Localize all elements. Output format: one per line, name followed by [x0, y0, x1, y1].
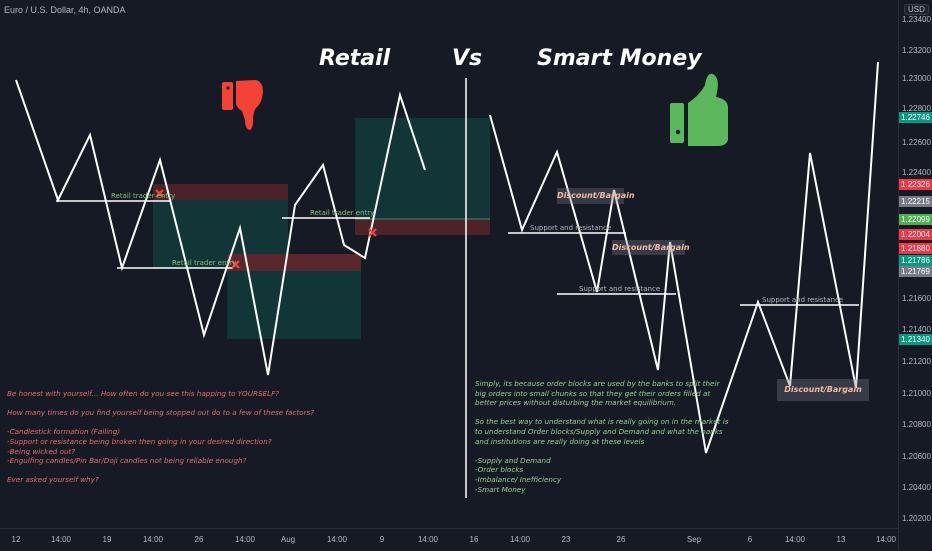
- discount-bargain-box[interactable]: Discount/Bargain: [612, 240, 690, 255]
- time-tick: 14:00: [875, 535, 897, 544]
- time-tick: 14:00: [784, 535, 806, 544]
- thumbs-up-icon: [670, 73, 728, 146]
- time-tick: 14:00: [417, 535, 439, 544]
- stop-loss-zone: [227, 254, 361, 271]
- price-tick: 1.21000: [902, 389, 931, 398]
- price-tick: 1.20600: [902, 452, 931, 461]
- retail-entry-label: Retail trader entry: [172, 259, 237, 267]
- time-tick: 19: [102, 535, 112, 544]
- retail-price-path[interactable]: [15, 79, 426, 376]
- time-tick: 14:00: [234, 535, 256, 544]
- stop-hit-x-icon: [155, 189, 164, 198]
- price-tick: 1.21600: [902, 294, 931, 303]
- time-tick: 14:00: [142, 535, 164, 544]
- time-tick: 14:00: [509, 535, 531, 544]
- time-tick: 16: [469, 535, 479, 544]
- retail-note: Be honest with yourself... How often do …: [7, 389, 315, 485]
- price-tick: 1.20800: [902, 420, 931, 429]
- profit-zone: [355, 118, 490, 219]
- price-label: 1.21769: [899, 266, 932, 277]
- price-tick: 1.22800: [902, 104, 931, 113]
- price-tick: 1.22400: [902, 168, 931, 177]
- support-resistance-label: Support and resistance: [579, 285, 661, 293]
- currency-badge[interactable]: USD: [904, 4, 929, 15]
- price-tick: 1.23400: [902, 15, 931, 24]
- price-label: 1.22326: [899, 179, 932, 190]
- symbol-title: Euro / U.S. Dollar, 4h, OANDA: [4, 5, 126, 15]
- support-resistance-label: Support and resistance: [762, 296, 844, 304]
- time-tick: Sep: [686, 535, 702, 544]
- price-tick: 1.23000: [902, 74, 931, 83]
- price-label: 1.21340: [899, 334, 932, 345]
- price-tick: 1.23200: [902, 46, 931, 55]
- price-label: 1.22746: [899, 112, 932, 123]
- time-tick: 14:00: [326, 535, 348, 544]
- price-label: 1.22099: [899, 214, 932, 225]
- time-tick: 12: [11, 535, 21, 544]
- chart-canvas[interactable]: [0, 0, 898, 528]
- price-tick: 1.21400: [902, 325, 931, 334]
- title-vs: Vs: [452, 46, 483, 71]
- time-axis[interactable]: [0, 528, 898, 551]
- discount-bargain-box[interactable]: Discount/Bargain: [557, 188, 635, 204]
- time-tick: 13: [836, 535, 846, 544]
- price-tick: 1.21200: [902, 357, 931, 366]
- drawing-layer: [15, 61, 879, 498]
- price-label: 1.21786: [899, 255, 932, 266]
- stop-loss-zone: [153, 184, 288, 200]
- stop-hit-x-icon: [368, 228, 377, 237]
- price-label: 1.21880: [899, 243, 932, 254]
- discount-bargain-box[interactable]: Discount/Bargain: [777, 379, 869, 401]
- title-smart-money: Smart Money: [537, 46, 702, 71]
- time-tick: 26: [194, 535, 204, 544]
- stop-loss-zone: [355, 219, 490, 235]
- smart-money-price-path[interactable]: [489, 61, 879, 454]
- retail-entry-label: Retail trader entry: [310, 209, 375, 217]
- price-tick: 1.22600: [902, 138, 931, 147]
- price-label: 1.22004: [899, 229, 932, 240]
- smart-money-note: Simply, its because order blocks are use…: [475, 379, 729, 494]
- stop-hit-x-icon: [231, 260, 240, 269]
- support-resistance-label: Support and resistance: [530, 224, 612, 232]
- profit-zone: [227, 271, 361, 339]
- thumbs-down-icon: [222, 80, 263, 130]
- retail-entry-label: Retail trader entry: [111, 192, 176, 200]
- time-tick: Aug: [280, 535, 296, 544]
- time-tick: 14:00: [50, 535, 72, 544]
- time-tick: 26: [616, 535, 626, 544]
- title-retail: Retail: [319, 46, 391, 71]
- price-tick: 1.20400: [902, 483, 931, 492]
- time-tick: 6: [747, 535, 753, 544]
- price-label: 1.22215: [899, 196, 932, 207]
- time-tick: 9: [379, 535, 385, 544]
- time-tick: 23: [561, 535, 571, 544]
- price-tick: 1.20200: [902, 514, 931, 523]
